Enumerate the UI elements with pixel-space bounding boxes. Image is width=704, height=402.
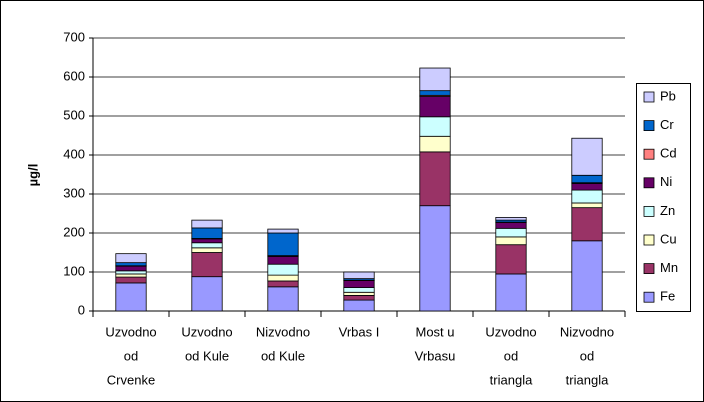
- x-tick-label: od Kule: [261, 348, 305, 363]
- bar-segment: [115, 282, 147, 312]
- x-tick-label: Crvenke: [107, 372, 155, 387]
- bar-segment: [571, 189, 603, 204]
- y-axis-label: µg/l: [25, 164, 40, 187]
- bar-segment: [191, 247, 223, 253]
- legend-label: Mn: [660, 260, 678, 275]
- bar-segment: [115, 270, 147, 275]
- bar-segment: [495, 244, 527, 275]
- x-tick-label: Uzvodno: [181, 324, 232, 339]
- bar-segment: [267, 263, 299, 276]
- x-tick-label: od: [580, 348, 594, 363]
- x-tick-label: triangla: [490, 372, 533, 387]
- x-tick-label: od Kule: [185, 348, 229, 363]
- legend-label: Cu: [660, 231, 677, 246]
- bar-segment: [495, 236, 527, 246]
- bar-segment: [115, 273, 147, 278]
- x-tick-label: od: [504, 348, 518, 363]
- bar-segment: [419, 116, 451, 137]
- x-tick-label: Uzvodno: [105, 324, 156, 339]
- bar-segment: [343, 291, 375, 296]
- y-tick-label: 500: [63, 107, 85, 122]
- bar-segment: [191, 276, 223, 312]
- y-tick-label: 100: [63, 263, 85, 278]
- y-tick-label: 600: [63, 68, 85, 83]
- bar-segment: [571, 240, 603, 312]
- bar-segment: [267, 228, 299, 234]
- bar-segment: [191, 242, 223, 249]
- bar-segment: [191, 238, 223, 244]
- bar-segment: [343, 287, 375, 293]
- legend-label: Fe: [660, 289, 675, 304]
- bar-segment: [267, 255, 299, 265]
- y-tick-label: 700: [63, 29, 85, 44]
- bar-segment: [115, 253, 147, 264]
- x-tick-label: Most u: [415, 324, 454, 339]
- bar-segment: [571, 137, 603, 176]
- bar-segment: [343, 271, 375, 280]
- bar-segment: [191, 252, 223, 278]
- bar-segment: [419, 90, 451, 96]
- legend-swatch: [643, 177, 655, 189]
- y-tick-label: 200: [63, 224, 85, 239]
- legend-label: Zn: [660, 203, 675, 218]
- bar-segment: [495, 222, 527, 229]
- y-tick-label: 0: [78, 302, 85, 317]
- bar-segment: [419, 205, 451, 312]
- legend-swatch: [643, 205, 655, 217]
- bar-segment: [267, 280, 299, 288]
- bar-segment: [495, 216, 527, 221]
- legend-swatch: [643, 120, 655, 131]
- legend-label: Pb: [660, 88, 676, 103]
- bar-segment: [267, 232, 299, 257]
- y-tick-label: 300: [63, 185, 85, 200]
- bar-segment: [343, 280, 375, 288]
- legend-label: Cr: [660, 117, 674, 132]
- legend-swatch: [643, 234, 655, 246]
- bar-segment: [115, 276, 147, 284]
- x-tick-label: Nizvodno: [560, 324, 614, 339]
- legend-swatch: [643, 148, 655, 160]
- bar-segment: [267, 274, 299, 282]
- bar-segment: [343, 294, 375, 301]
- bar-segment: [419, 67, 451, 92]
- bar-segment: [495, 273, 527, 312]
- legend-label: Ni: [660, 174, 672, 189]
- x-tick-label: od: [124, 348, 138, 363]
- bar-segment: [419, 151, 451, 207]
- bar-segment: [191, 227, 223, 239]
- bar-segment: [419, 135, 451, 153]
- x-tick-label: Vrbas I: [339, 324, 380, 339]
- bar-segment: [571, 183, 603, 191]
- legend-swatch: [643, 91, 655, 103]
- bar-segment: [343, 299, 375, 312]
- bar-segment: [115, 265, 147, 272]
- legend-swatch: [643, 263, 655, 275]
- bar-segment: [267, 286, 299, 312]
- legend-swatch: [643, 291, 655, 303]
- x-tick-label: Vrbasu: [415, 348, 456, 363]
- y-tick-label: 400: [63, 146, 85, 161]
- x-tick-label: Uzvodno: [485, 324, 536, 339]
- bar-segment: [571, 202, 603, 209]
- x-tick-label: triangla: [566, 372, 609, 387]
- bar-segment: [191, 219, 223, 229]
- bar-segment: [571, 207, 603, 242]
- bar-segment: [495, 227, 527, 238]
- legend-label: Cd: [660, 146, 677, 161]
- bar-segment: [419, 96, 451, 118]
- bar-segment: [115, 262, 147, 267]
- x-tick-label: Nizvodno: [256, 324, 310, 339]
- bar-segment: [571, 174, 603, 184]
